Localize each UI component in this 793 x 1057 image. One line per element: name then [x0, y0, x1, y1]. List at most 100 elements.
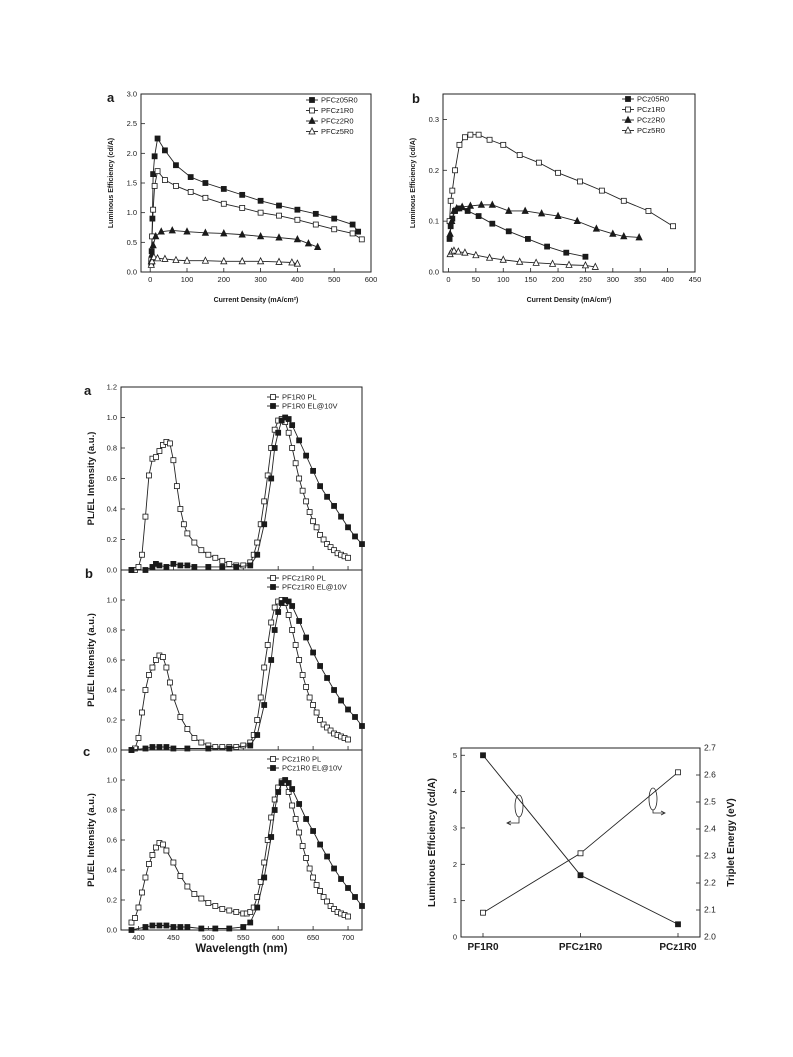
data-point: [275, 429, 282, 436]
data-point: [271, 604, 278, 611]
data-point: [461, 248, 469, 256]
panel-p3: 0.0 0.2 0.4 0.6 0.8 1.0 1.2 PL/EL Intensity (a.…: [84, 383, 365, 575]
data-point: [220, 186, 227, 192]
data-point: [163, 664, 170, 671]
y-axis-label: PL/EL Intensity (a.u.): [86, 613, 97, 707]
data-point: [489, 220, 496, 227]
data-point: [296, 475, 303, 482]
data-point: [153, 844, 159, 851]
data-point: [139, 889, 145, 896]
data-point: [293, 234, 302, 243]
legend-marker: [270, 584, 276, 590]
data-point: [285, 416, 292, 422]
data-point: [254, 904, 261, 911]
data-point: [554, 211, 562, 219]
data-point: [303, 855, 310, 861]
data-point: [177, 562, 184, 569]
data-point: [170, 457, 177, 464]
data-point: [555, 169, 561, 176]
data-point: [183, 227, 191, 235]
y-axis-label: Luminous Efficiency (cd/A): [410, 138, 417, 228]
data-point: [525, 236, 531, 242]
y-tick-label: 0.3: [429, 115, 439, 124]
legend-marker: [309, 97, 315, 103]
data-point: [247, 562, 254, 569]
data-point: [220, 256, 228, 265]
y-tick-label: 0.0: [127, 268, 137, 277]
y-tick-label: 0.6: [107, 836, 117, 845]
data-point: [149, 922, 156, 929]
data-point: [261, 521, 268, 528]
data-point: [160, 442, 166, 448]
y-tick-label: 0.2: [107, 716, 117, 725]
data-point: [238, 256, 246, 265]
data-point: [239, 191, 246, 198]
data-point: [150, 171, 157, 178]
data-point: [149, 852, 156, 858]
data-point: [261, 664, 268, 671]
data-point: [358, 236, 365, 243]
data-point: [296, 829, 303, 836]
data-point: [289, 786, 296, 792]
data-point: [142, 745, 149, 752]
data-point: [310, 702, 317, 708]
left-arrow-icon: [508, 817, 520, 824]
data-point: [324, 724, 330, 731]
data-point: [312, 210, 319, 217]
panel-label: b: [412, 91, 420, 106]
series-line: [449, 204, 640, 238]
data-point: [310, 518, 317, 525]
data-point: [480, 909, 486, 916]
data-point: [198, 925, 205, 932]
y-tick-label: 0.5: [127, 238, 137, 247]
y-tick-label: 2.5: [127, 119, 137, 128]
data-point: [226, 561, 233, 567]
data-point: [247, 909, 254, 915]
data-point: [359, 723, 365, 729]
y-tick-label: 3.0: [127, 90, 137, 99]
data-point: [153, 253, 162, 262]
x-axis-label: Wavelength (nm): [195, 943, 287, 955]
data-point: [324, 493, 330, 500]
data-point: [170, 859, 177, 866]
data-point: [345, 885, 351, 891]
data-point: [645, 208, 652, 214]
x-tick-label: 100: [497, 275, 510, 284]
x-tick-label: 450: [689, 275, 702, 284]
data-point: [275, 257, 283, 265]
data-point: [349, 221, 356, 228]
y2-tick-label: 2.1: [704, 905, 716, 915]
data-point: [537, 209, 546, 217]
data-point: [173, 162, 179, 169]
data-point: [505, 228, 512, 235]
y-tick-label: 0.6: [107, 474, 117, 483]
data-point: [548, 259, 557, 267]
data-point: [453, 204, 461, 212]
y2-axis-label: Triplet Energy (eV): [726, 798, 737, 886]
data-point: [219, 564, 226, 570]
data-point: [581, 260, 590, 269]
left-axis-indicator: [514, 794, 524, 818]
left-arrowhead-icon: [506, 820, 512, 826]
x-tick-label: 650: [307, 933, 320, 942]
data-point: [317, 841, 323, 848]
y-tick-label: 1.0: [107, 776, 117, 785]
data-point: [160, 841, 166, 848]
series-0: [480, 752, 681, 928]
data-point: [313, 524, 320, 531]
data-point: [331, 906, 337, 912]
data-point: [154, 168, 161, 175]
data-point: [293, 259, 302, 267]
right-arrowhead-icon: [660, 810, 666, 816]
data-point: [184, 924, 191, 930]
data-point: [198, 895, 205, 902]
y-tick-label: 0.2: [107, 535, 117, 544]
data-point: [187, 188, 194, 195]
x-tick-label: 150: [524, 275, 537, 284]
data-point: [219, 906, 226, 912]
y-tick-label: 0.6: [107, 656, 117, 665]
data-point: [184, 726, 191, 732]
data-point: [205, 745, 212, 752]
y-tick-label: 0.2: [107, 896, 117, 905]
data-point: [268, 814, 275, 821]
